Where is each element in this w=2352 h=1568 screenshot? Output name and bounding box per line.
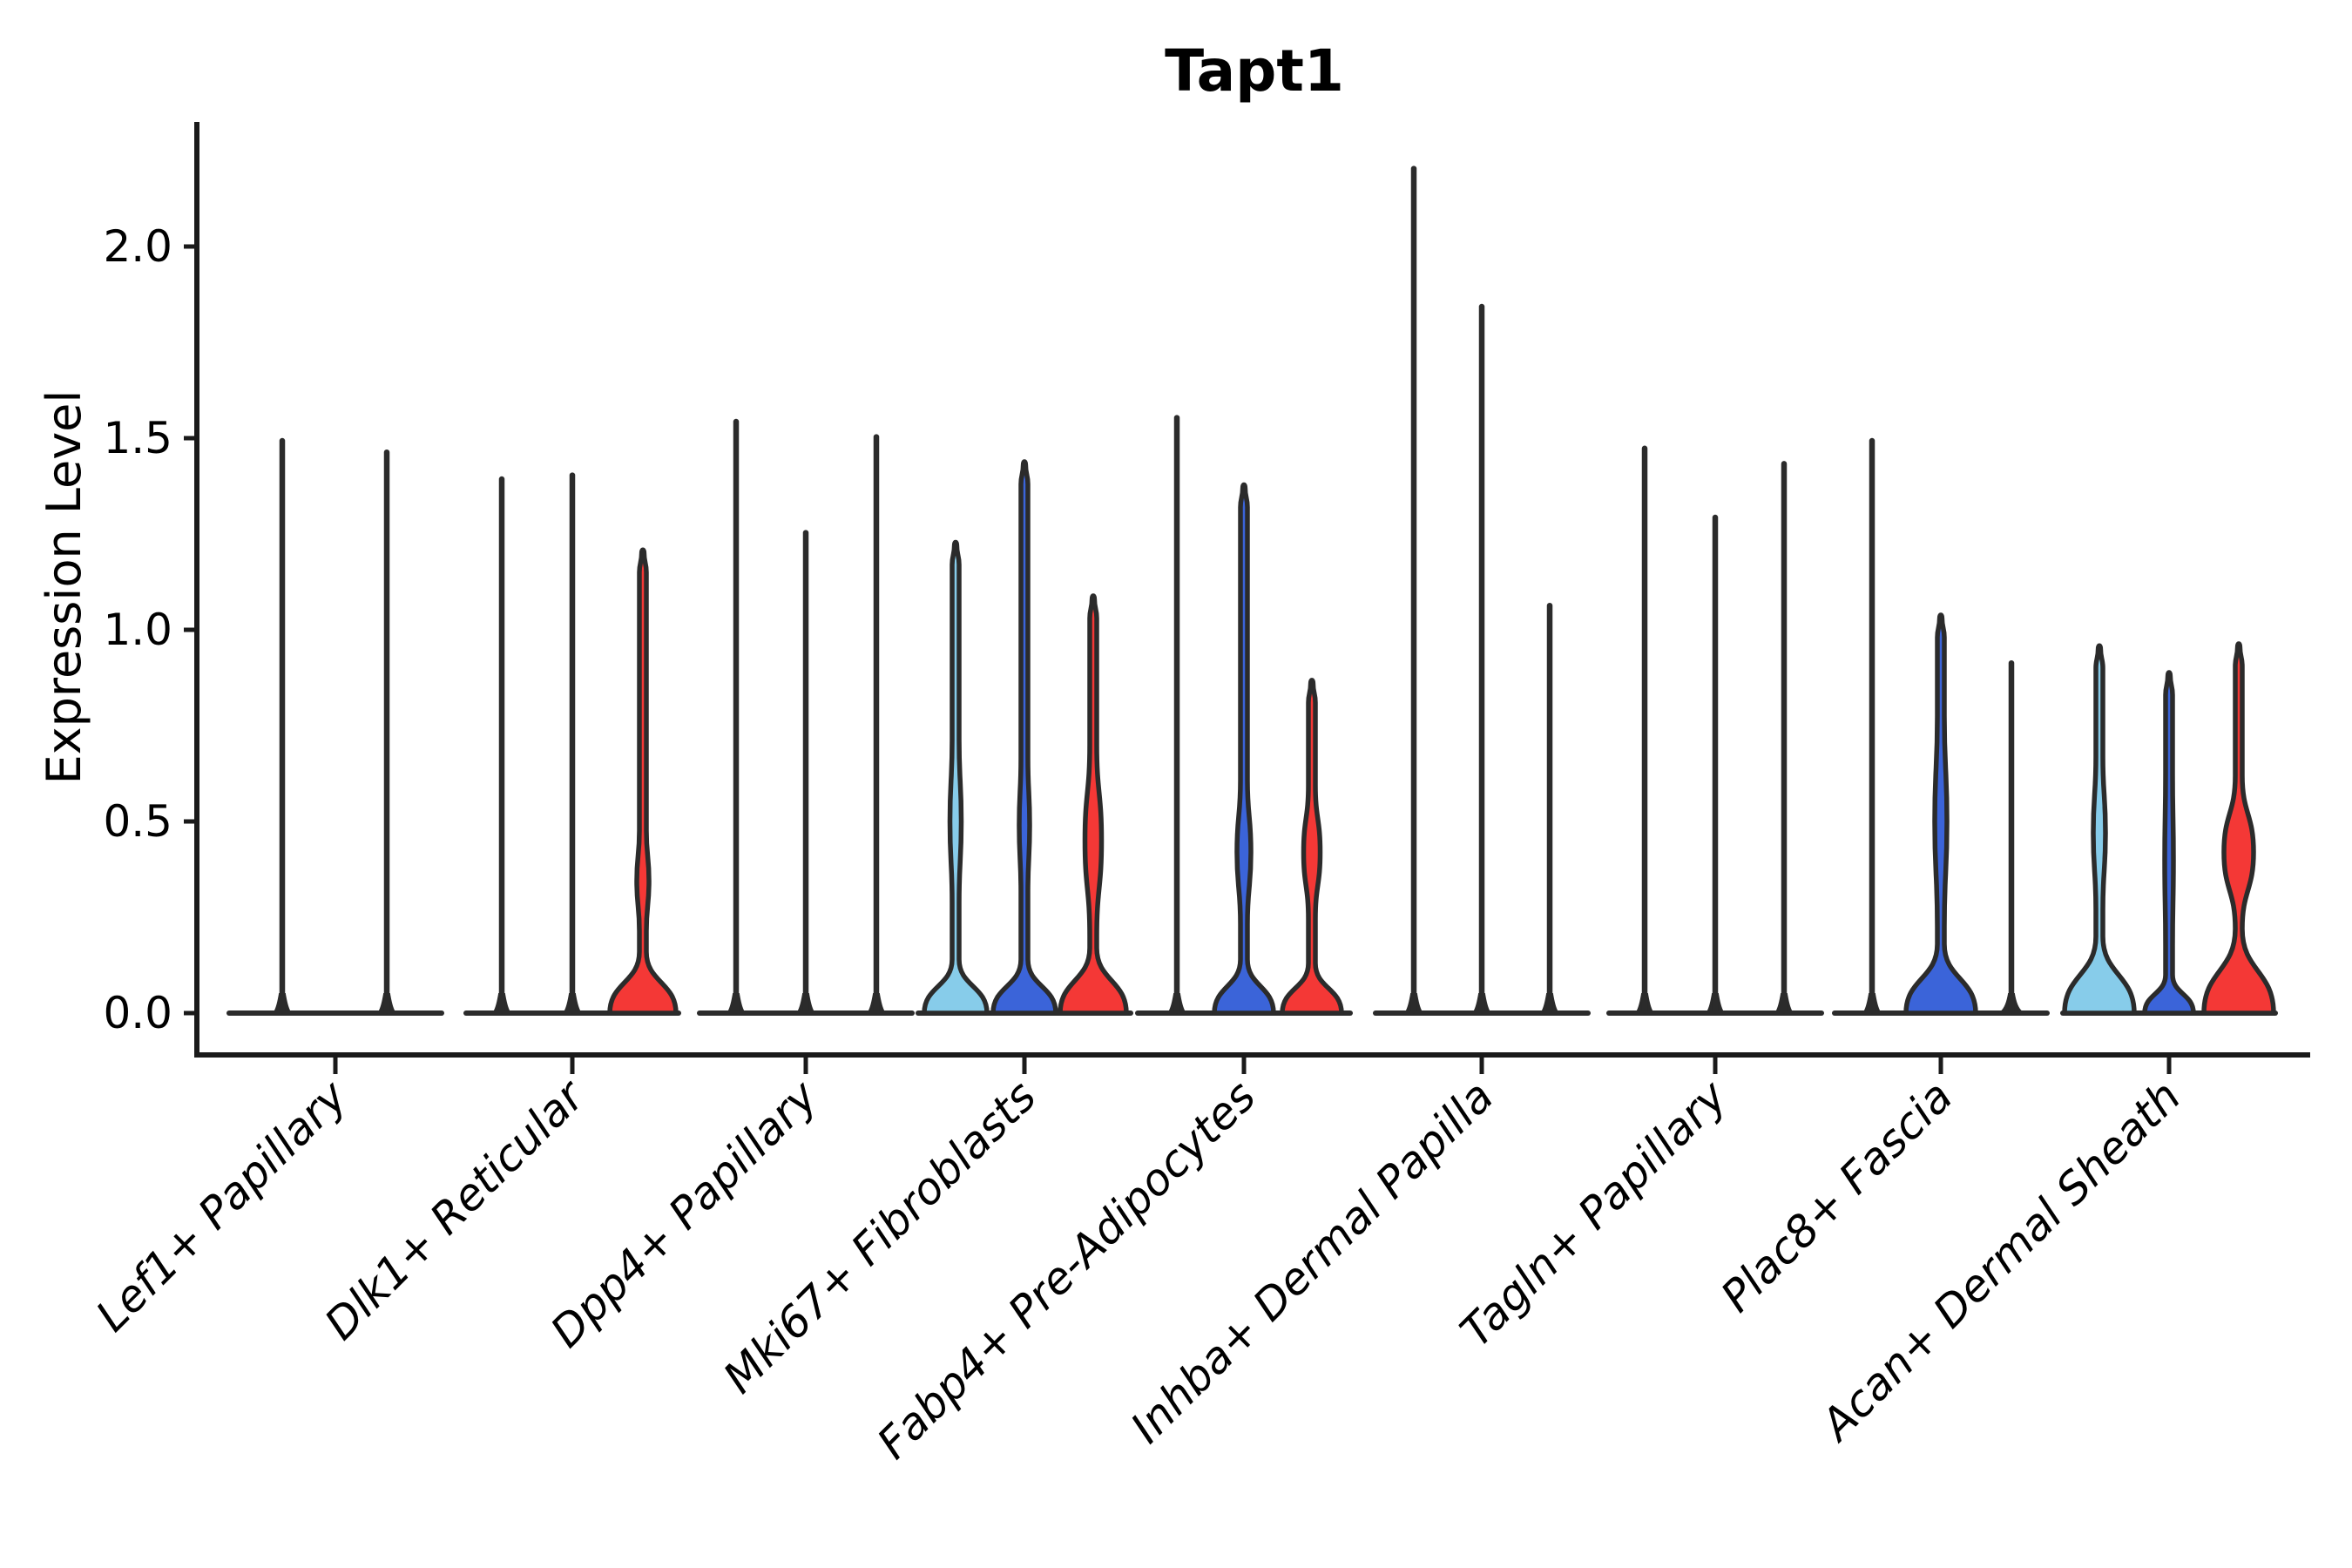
violin-mki67-fibroblasts-split2 [990,459,1058,1016]
x-tick-label-plac8-fascia: Plac8+ Fascia [1712,1071,1963,1321]
violin-acan-dermal-sheath-split1 [2062,643,2137,1016]
x-tick-label-acan-dermal-sheath: Acan+ Dermal Sheath [1810,1071,2191,1451]
y-tick-label-2.0: 2.0 [103,221,172,272]
y-axis-ticks: 0.0 0.5 1.0 1.5 2.0 [103,221,197,1038]
violin-fabp4-pre-adipocytes-split3 [1280,678,1344,1016]
violin-plac8-fascia-split2 [1903,612,1978,1016]
violin-acan-dermal-sheath-split3 [2201,641,2276,1016]
y-axis-label: Expression Level [37,390,91,785]
x-tick-label-fabp4-pre-adipocytes: Fabp4+ Pre-Adipocytes [868,1071,1266,1469]
violin-acan-dermal-sheath-split2 [2142,670,2196,1016]
chart-title: Tapt1 [1165,37,1344,105]
violin-dlk1-reticular-split3 [607,547,679,1016]
violin-fabp4-pre-adipocytes-split2 [1212,482,1276,1016]
y-tick-label-0.0: 0.0 [103,988,172,1038]
y-tick-label-1.0: 1.0 [103,605,172,655]
violin-mki67-fibroblasts-split1 [922,539,990,1016]
x-tick-label-dlk1-reticular: Dlk1+ Reticular [315,1069,596,1349]
y-tick-label-0.5: 0.5 [103,796,172,847]
violins [226,166,2278,1016]
violin-mki67-fibroblasts-split3 [1058,593,1129,1016]
y-tick-label-1.5: 1.5 [103,413,172,463]
x-tick-label-lef1-papillary: Lef1+ Papillary [86,1070,357,1341]
